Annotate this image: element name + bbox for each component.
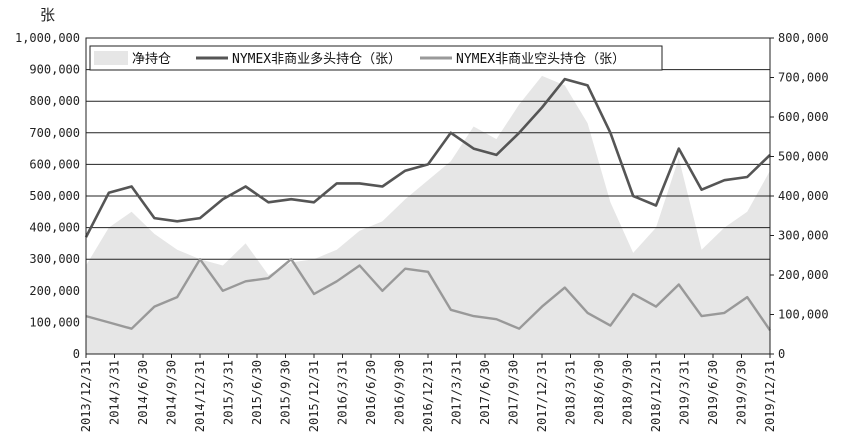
x-tick-label: 2017/3/31: [450, 360, 464, 425]
left-tick-label: 1,000,000: [15, 31, 80, 45]
right-tick-label: 0: [778, 347, 785, 361]
legend-swatch-net: [94, 51, 128, 65]
x-tick-label: 2018/6/30: [592, 360, 606, 425]
legend-label-net: 净持仓: [132, 52, 171, 67]
x-tick-label: 2015/6/30: [250, 360, 264, 425]
left-tick-label: 600,000: [29, 157, 80, 171]
x-tick-label: 2019/12/31: [763, 360, 777, 432]
x-tick-label: 2016/12/31: [421, 360, 435, 432]
x-tick-label: 2014/9/30: [165, 360, 179, 425]
x-tick-label: 2015/12/31: [307, 360, 321, 432]
x-tick-label: 2015/3/31: [222, 360, 236, 425]
left-axis: 1,000,000 900,000 800,000 700,000 600,000 500…: [15, 31, 80, 361]
x-tick-label: 2018/9/30: [621, 360, 635, 425]
x-tick-label: 2013/12/31: [79, 360, 93, 432]
x-axis: 2013/12/31 2014/3/31 2014/6/30 2014/9/30 201…: [79, 354, 777, 432]
x-tick-label: 2014/3/31: [108, 360, 122, 425]
legend-label-short: NYMEX非商业空头持仓（张）: [456, 52, 625, 67]
x-tick-label: 2016/9/30: [393, 360, 407, 425]
short-position-line: [85, 258, 771, 331]
right-tick-label: 700,000: [778, 71, 829, 85]
right-tick-label: 100,000: [778, 308, 829, 322]
y-unit-label: 张: [40, 6, 55, 24]
legend-label-long: NYMEX非商业多头持仓（张）: [232, 51, 401, 67]
series-line-layer: [84, 77, 771, 331]
right-tick-label: 800,000: [778, 31, 829, 45]
left-tick-label: 800,000: [29, 94, 80, 108]
left-tick-label: 100,000: [29, 315, 80, 329]
right-tick-label: 300,000: [778, 229, 829, 243]
right-axis: 800,000 700,000 600,000 500,000 400,000 300,0…: [770, 31, 829, 361]
x-tick-label: 2016/6/30: [364, 360, 378, 425]
net-position-area-layer: [86, 75, 770, 355]
x-tick-label: 2018/12/31: [649, 360, 663, 432]
left-tick-label: 700,000: [29, 126, 80, 140]
x-tick-label: 2018/3/31: [564, 360, 578, 425]
net-position-area: [86, 75, 770, 355]
x-tick-label: 2019/9/30: [735, 360, 749, 425]
left-tick-label: 300,000: [29, 252, 80, 266]
x-tick-label: 2017/9/30: [507, 360, 521, 425]
x-tick-label: 2014/6/30: [136, 360, 150, 425]
x-tick-label: 2015/9/30: [279, 360, 293, 425]
x-tick-label: 2014/12/31: [193, 360, 207, 432]
legend-box: [89, 45, 663, 71]
right-tick-label: 400,000: [778, 189, 829, 203]
x-tick-label: 2017/6/30: [478, 360, 492, 425]
x-tick-label: 2019/6/30: [706, 360, 720, 425]
left-tick-label: 200,000: [29, 284, 80, 298]
x-tick-label: 2016/3/31: [336, 360, 350, 425]
x-tick-label: 2019/3/31: [678, 360, 692, 425]
left-tick-label: 0: [73, 347, 80, 361]
left-tick-label: 400,000: [29, 221, 80, 235]
x-tick-label: 2017/12/31: [535, 360, 549, 432]
right-tick-label: 200,000: [778, 268, 829, 282]
left-tick-label: 900,000: [29, 63, 80, 77]
right-tick-label: 600,000: [778, 110, 829, 124]
legend: 净持仓 NYMEX非商业多头持仓（张） NYMEX非商业空头持仓（张）: [89, 45, 663, 71]
left-tick-label: 500,000: [29, 189, 80, 203]
right-tick-label: 500,000: [778, 150, 829, 164]
long-position-line: [84, 77, 771, 238]
